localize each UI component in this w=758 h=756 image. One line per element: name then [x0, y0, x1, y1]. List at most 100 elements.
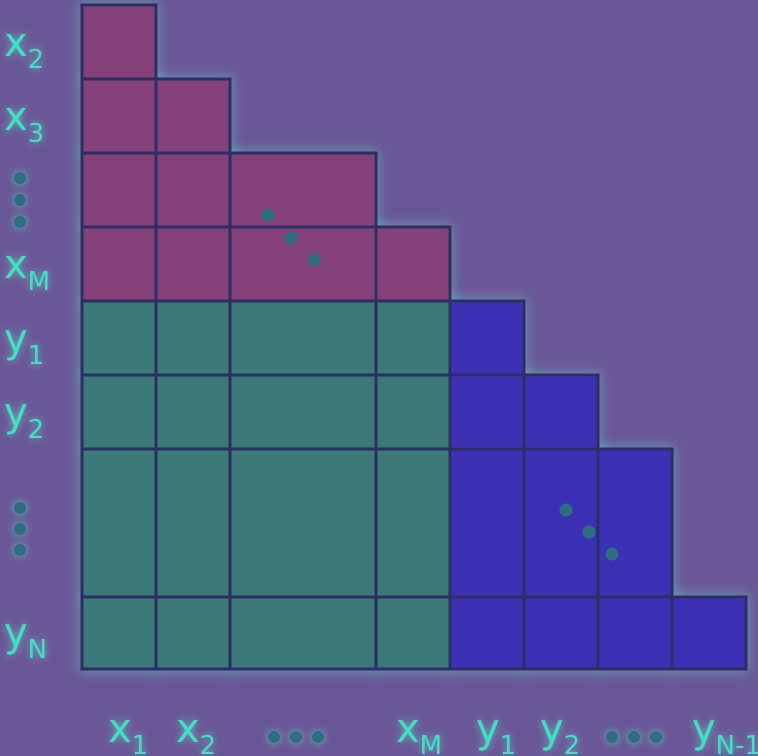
diagonal-ellipsis-dots — [261, 208, 619, 561]
row-label-5-subscript: 2 — [28, 415, 45, 445]
matrix-cell-r6-c1 — [154, 447, 232, 599]
matrix-cell-r4-c3 — [374, 299, 452, 377]
matrix-cell-r7-c4 — [448, 595, 526, 671]
matrix-cell-r7-c7 — [670, 595, 748, 671]
column-labels: x1 x2 xM y1 y2 yN-1 — [108, 706, 758, 756]
matrix-cell-r2-c0 — [80, 151, 158, 229]
row-label-3: xM — [4, 242, 50, 297]
svg-text:x2: x2 — [4, 20, 44, 75]
matrix-cell-r2-c1 — [154, 151, 232, 229]
vertical-ellipsis-dot-2 — [14, 216, 26, 228]
svg-text:x2: x2 — [176, 706, 216, 756]
matrix-cell-r4-c2 — [228, 299, 378, 377]
svg-text:y1: y1 — [4, 316, 44, 371]
matrix-cell-r5-c2 — [228, 373, 378, 451]
row-label-6 — [14, 502, 26, 556]
row-label-7-subscript: N — [28, 635, 47, 665]
matrix-cell-r6-c5 — [522, 447, 600, 599]
column-label-4-subscript: 1 — [500, 731, 517, 756]
diagonal-dot-2 — [307, 253, 321, 267]
row-label-4-subscript: 1 — [28, 341, 45, 371]
column-label-0-subscript: 1 — [132, 731, 149, 756]
vertical-ellipsis-dot-0 — [14, 172, 26, 184]
column-label-1-subscript: 2 — [200, 731, 217, 756]
matrix-cell-r7-c3 — [374, 595, 452, 671]
matrix-cell-r7-c1 — [154, 595, 232, 671]
column-label-7: yN-1 — [692, 706, 758, 756]
row-label-4: y1 — [4, 316, 44, 371]
column-label-5: y2 — [540, 706, 580, 756]
vertical-ellipsis-dot-1 — [14, 194, 26, 206]
column-label-0: x1 — [108, 706, 148, 756]
row-label-0-base: x — [4, 20, 28, 66]
matrix-cell-r6-c4 — [448, 447, 526, 599]
svg-text:yN-1: yN-1 — [692, 706, 758, 756]
matrix-cell-r6-c6 — [596, 447, 674, 599]
matrix-cell-r5-c0 — [80, 373, 158, 451]
matrix-cell-r7-c0 — [80, 595, 158, 671]
row-label-5: y2 — [4, 390, 44, 445]
matrix-cell-r0-c0 — [80, 3, 158, 81]
matrix-cell-r4-c4 — [448, 299, 526, 377]
matrix-cell-r7-c6 — [596, 595, 674, 671]
column-label-3-base: x — [396, 706, 420, 752]
horizontal-ellipsis-dot-0 — [268, 731, 280, 743]
column-label-7-subscript: N-1 — [716, 731, 758, 756]
row-label-2 — [14, 172, 26, 228]
vertical-ellipsis-dot-0 — [14, 502, 26, 514]
svg-text:x3: x3 — [4, 94, 44, 149]
matrix-cell-r4-c1 — [154, 299, 232, 377]
diagonal-dot-5 — [605, 547, 619, 561]
row-label-3-subscript: M — [28, 267, 50, 297]
svg-text:xM: xM — [396, 706, 442, 756]
row-label-0: x2 — [4, 20, 44, 75]
row-label-4-base: y — [4, 316, 28, 362]
svg-text:xM: xM — [4, 242, 50, 297]
horizontal-ellipsis-dot-1 — [628, 731, 640, 743]
matrix-cell-r3-c3 — [374, 225, 452, 303]
matrix-cell-r6-c0 — [80, 447, 158, 599]
horizontal-ellipsis-dot-0 — [606, 731, 618, 743]
column-label-5-subscript: 2 — [564, 731, 581, 756]
matrix-cell-r3-c2 — [228, 225, 378, 303]
row-label-3-base: x — [4, 242, 28, 288]
column-label-2 — [268, 731, 324, 743]
matrix-cell-r1-c0 — [80, 77, 158, 155]
matrix-cell-r4-c0 — [80, 299, 158, 377]
matrix-cell-r5-c5 — [522, 373, 600, 451]
horizontal-ellipsis-dot-1 — [290, 731, 302, 743]
column-label-4-base: y — [476, 706, 500, 752]
column-label-3: xM — [396, 706, 442, 756]
vertical-ellipsis-dot-1 — [14, 523, 26, 535]
matrix-cell-r3-c1 — [154, 225, 232, 303]
svg-text:y2: y2 — [540, 706, 580, 756]
diagonal-dot-0 — [261, 208, 275, 222]
row-label-5-base: y — [4, 390, 28, 436]
horizontal-ellipsis-dot-2 — [650, 731, 662, 743]
svg-text:yN: yN — [4, 610, 47, 665]
matrix-cell-r5-c4 — [448, 373, 526, 451]
matrix-cell-r3-c0 — [80, 225, 158, 303]
matrix-cell-r6-c2 — [228, 447, 378, 599]
horizontal-ellipsis-dot-2 — [312, 731, 324, 743]
row-label-1-subscript: 3 — [28, 119, 45, 149]
matrix-cell-r7-c5 — [522, 595, 600, 671]
column-label-7-base: y — [692, 706, 716, 752]
diagonal-dot-3 — [559, 503, 573, 517]
column-label-0-base: x — [108, 706, 132, 752]
column-label-1-base: x — [176, 706, 200, 752]
svg-text:x1: x1 — [108, 706, 148, 756]
matrix-cell-r6-c3 — [374, 447, 452, 599]
column-label-6 — [606, 731, 662, 743]
row-label-0-subscript: 2 — [28, 45, 45, 75]
row-label-1-base: x — [4, 94, 28, 140]
matrix-cell-r7-c2 — [228, 595, 378, 671]
svg-text:y2: y2 — [4, 390, 44, 445]
matrix-cell-r2-c2 — [228, 151, 378, 229]
vertical-ellipsis-dot-2 — [14, 544, 26, 556]
column-label-5-base: y — [540, 706, 564, 752]
svg-text:y1: y1 — [476, 706, 516, 756]
matrix-cell-r1-c1 — [154, 77, 232, 155]
